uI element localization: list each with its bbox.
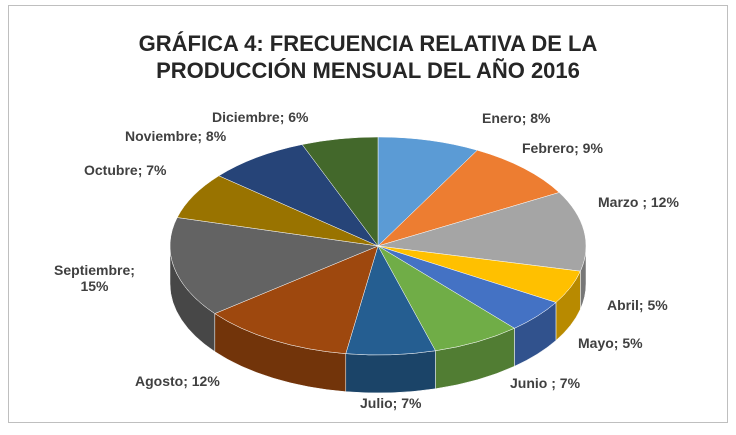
category-label: Febrero	[522, 140, 575, 156]
value-label: ; 9%	[574, 140, 603, 156]
category-label: Agosto	[135, 373, 184, 389]
data-label: Octubre; 7%	[84, 162, 166, 178]
category-label: Enero	[482, 110, 522, 126]
value-label: ; 8%	[521, 110, 551, 126]
category-label: Abril	[607, 297, 639, 313]
data-label: Mayo; 5%	[578, 335, 643, 351]
data-label: Abril; 5%	[607, 297, 668, 313]
data-label: Noviembre; 8%	[125, 128, 226, 144]
slice	[214, 245, 379, 354]
data-label: Septiembre; 15%	[42, 262, 147, 294]
slice	[377, 149, 560, 247]
slice	[377, 136, 478, 247]
category-label: Octubre	[84, 162, 138, 178]
slice-side	[345, 350, 436, 394]
value-label: ; 8%	[197, 128, 227, 144]
value-label: ; 5%	[638, 297, 668, 313]
data-label: Diciembre; 6%	[212, 109, 309, 125]
slice	[218, 144, 379, 247]
value-label: ; 12%	[183, 373, 220, 389]
data-label: Julio; 7%	[360, 395, 421, 411]
category-label: Diciembre	[212, 109, 280, 125]
category-label: Mayo	[578, 335, 614, 351]
chart-title: GRÁFICA 4: FRECUENCIA RELATIVA DE LA PRO…	[138, 31, 598, 83]
slice	[301, 136, 379, 247]
slice	[169, 217, 379, 314]
data-label: Marzo ; 12%	[598, 194, 679, 210]
category-label: Marzo	[598, 194, 639, 210]
category-label: Septiembre	[54, 262, 131, 278]
data-label: Junio ; 7%	[510, 375, 580, 391]
chart-frame	[8, 5, 728, 423]
data-label: Febrero; 9%	[522, 140, 603, 156]
value-label: ; 5%	[613, 335, 643, 351]
data-label: Agosto; 12%	[135, 373, 220, 389]
value-label: ; 7%	[547, 375, 581, 391]
data-label: Enero; 8%	[482, 110, 550, 126]
category-label: Junio	[510, 375, 548, 391]
category-label: Julio	[360, 395, 393, 411]
value-label: ; 7%	[392, 395, 422, 411]
value-label: ; 15%	[80, 262, 139, 294]
value-label: ; 12%	[638, 194, 679, 210]
value-label: ; 6%	[279, 109, 309, 125]
slice	[377, 192, 587, 272]
category-label: Noviembre	[125, 128, 198, 144]
value-label: ; 7%	[137, 162, 167, 178]
